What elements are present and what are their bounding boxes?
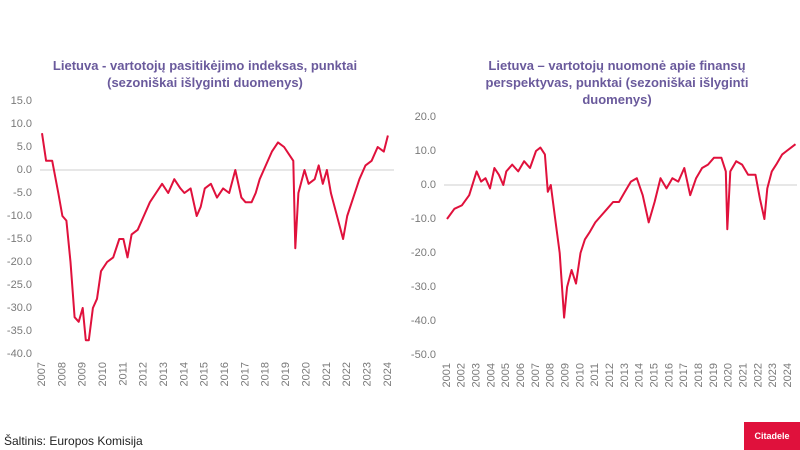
chart-title: Lietuva - vartotojų pasitikėjimo indeksa…	[52, 58, 358, 90]
x-tick-label: 2003	[471, 363, 483, 387]
y-tick-label: -25.0	[7, 279, 32, 291]
x-tick-label: 2002	[456, 363, 468, 387]
x-tick-label: 2004	[485, 363, 497, 387]
x-tick-label: 2007	[530, 363, 542, 387]
y-tick-label: -50.0	[411, 349, 436, 361]
x-tick-label: 2013	[619, 363, 631, 387]
y-tick-label: -30.0	[7, 302, 32, 314]
y-tick-label: 20.0	[415, 111, 436, 123]
x-tick-label: 2015	[199, 362, 211, 386]
y-tick-label: 5.0	[17, 141, 32, 153]
y-tick-label: -40.0	[411, 315, 436, 327]
x-tick-label: 2019	[280, 362, 292, 386]
x-tick-label: 2019	[708, 363, 720, 387]
x-tick-label: 2010	[574, 363, 586, 387]
y-tick-label: -5.0	[13, 187, 32, 199]
data-line	[41, 133, 389, 342]
x-tick-label: 2007	[36, 362, 48, 386]
y-tick-label: -10.0	[411, 213, 436, 225]
y-tick-label: -20.0	[411, 247, 436, 259]
x-tick-label: 2018	[260, 362, 272, 386]
x-tick-label: 2012	[138, 362, 150, 386]
x-tick-label: 2022	[752, 363, 764, 387]
source-note: Šaltinis: Europos Komisija	[4, 434, 143, 448]
x-tick-label: 2011	[117, 362, 129, 386]
x-tick-label: 2022	[341, 362, 353, 386]
x-tick-label: 2005	[500, 363, 512, 387]
y-tick-label: -20.0	[7, 256, 32, 268]
x-tick-label: 2016	[663, 363, 675, 387]
y-tick-label: 0.0	[17, 164, 32, 176]
x-tick-label: 2001	[441, 363, 453, 387]
chart-title: Lietuva – vartotojų nuomonė apie finansų…	[485, 58, 749, 107]
y-tick-label: -10.0	[7, 210, 32, 222]
y-tick-label: -40.0	[7, 348, 32, 360]
x-tick-label: 2014	[634, 363, 646, 387]
x-tick-label: 2015	[649, 363, 661, 387]
x-tick-label: 2010	[97, 362, 109, 386]
x-tick-label: 2011	[589, 363, 601, 387]
x-tick-label: 2023	[767, 363, 779, 387]
x-tick-label: 2013	[158, 362, 170, 386]
x-tick-label: 2009	[560, 363, 572, 387]
x-tick-label: 2021	[321, 362, 333, 386]
x-tick-label: 2008	[56, 362, 68, 386]
data-line	[446, 143, 797, 319]
y-tick-label: 10.0	[11, 118, 32, 130]
x-tick-label: 2016	[219, 362, 231, 386]
x-tick-label: 2024	[382, 362, 394, 386]
x-tick-label: 2017	[239, 362, 251, 386]
x-tick-label: 2023	[361, 362, 373, 386]
x-tick-label: 2006	[515, 363, 527, 387]
x-tick-label: 2012	[604, 363, 616, 387]
x-tick-label: 2021	[738, 363, 750, 387]
y-tick-label: 10.0	[415, 145, 436, 157]
x-tick-label: 2024	[782, 363, 794, 387]
x-tick-label: 2018	[693, 363, 705, 387]
x-tick-label: 2008	[545, 363, 557, 387]
x-tick-label: 2020	[300, 362, 312, 386]
x-tick-label: 2014	[178, 362, 190, 386]
logo: Citadele	[744, 422, 800, 450]
y-tick-label: 15.0	[11, 95, 32, 107]
y-tick-label: 0.0	[421, 179, 436, 191]
x-tick-label: 2017	[678, 363, 690, 387]
y-tick-label: -15.0	[7, 233, 32, 245]
x-tick-label: 2020	[723, 363, 735, 387]
y-tick-label: -30.0	[411, 281, 436, 293]
x-tick-label: 2009	[77, 362, 89, 386]
y-tick-label: -35.0	[7, 325, 32, 337]
